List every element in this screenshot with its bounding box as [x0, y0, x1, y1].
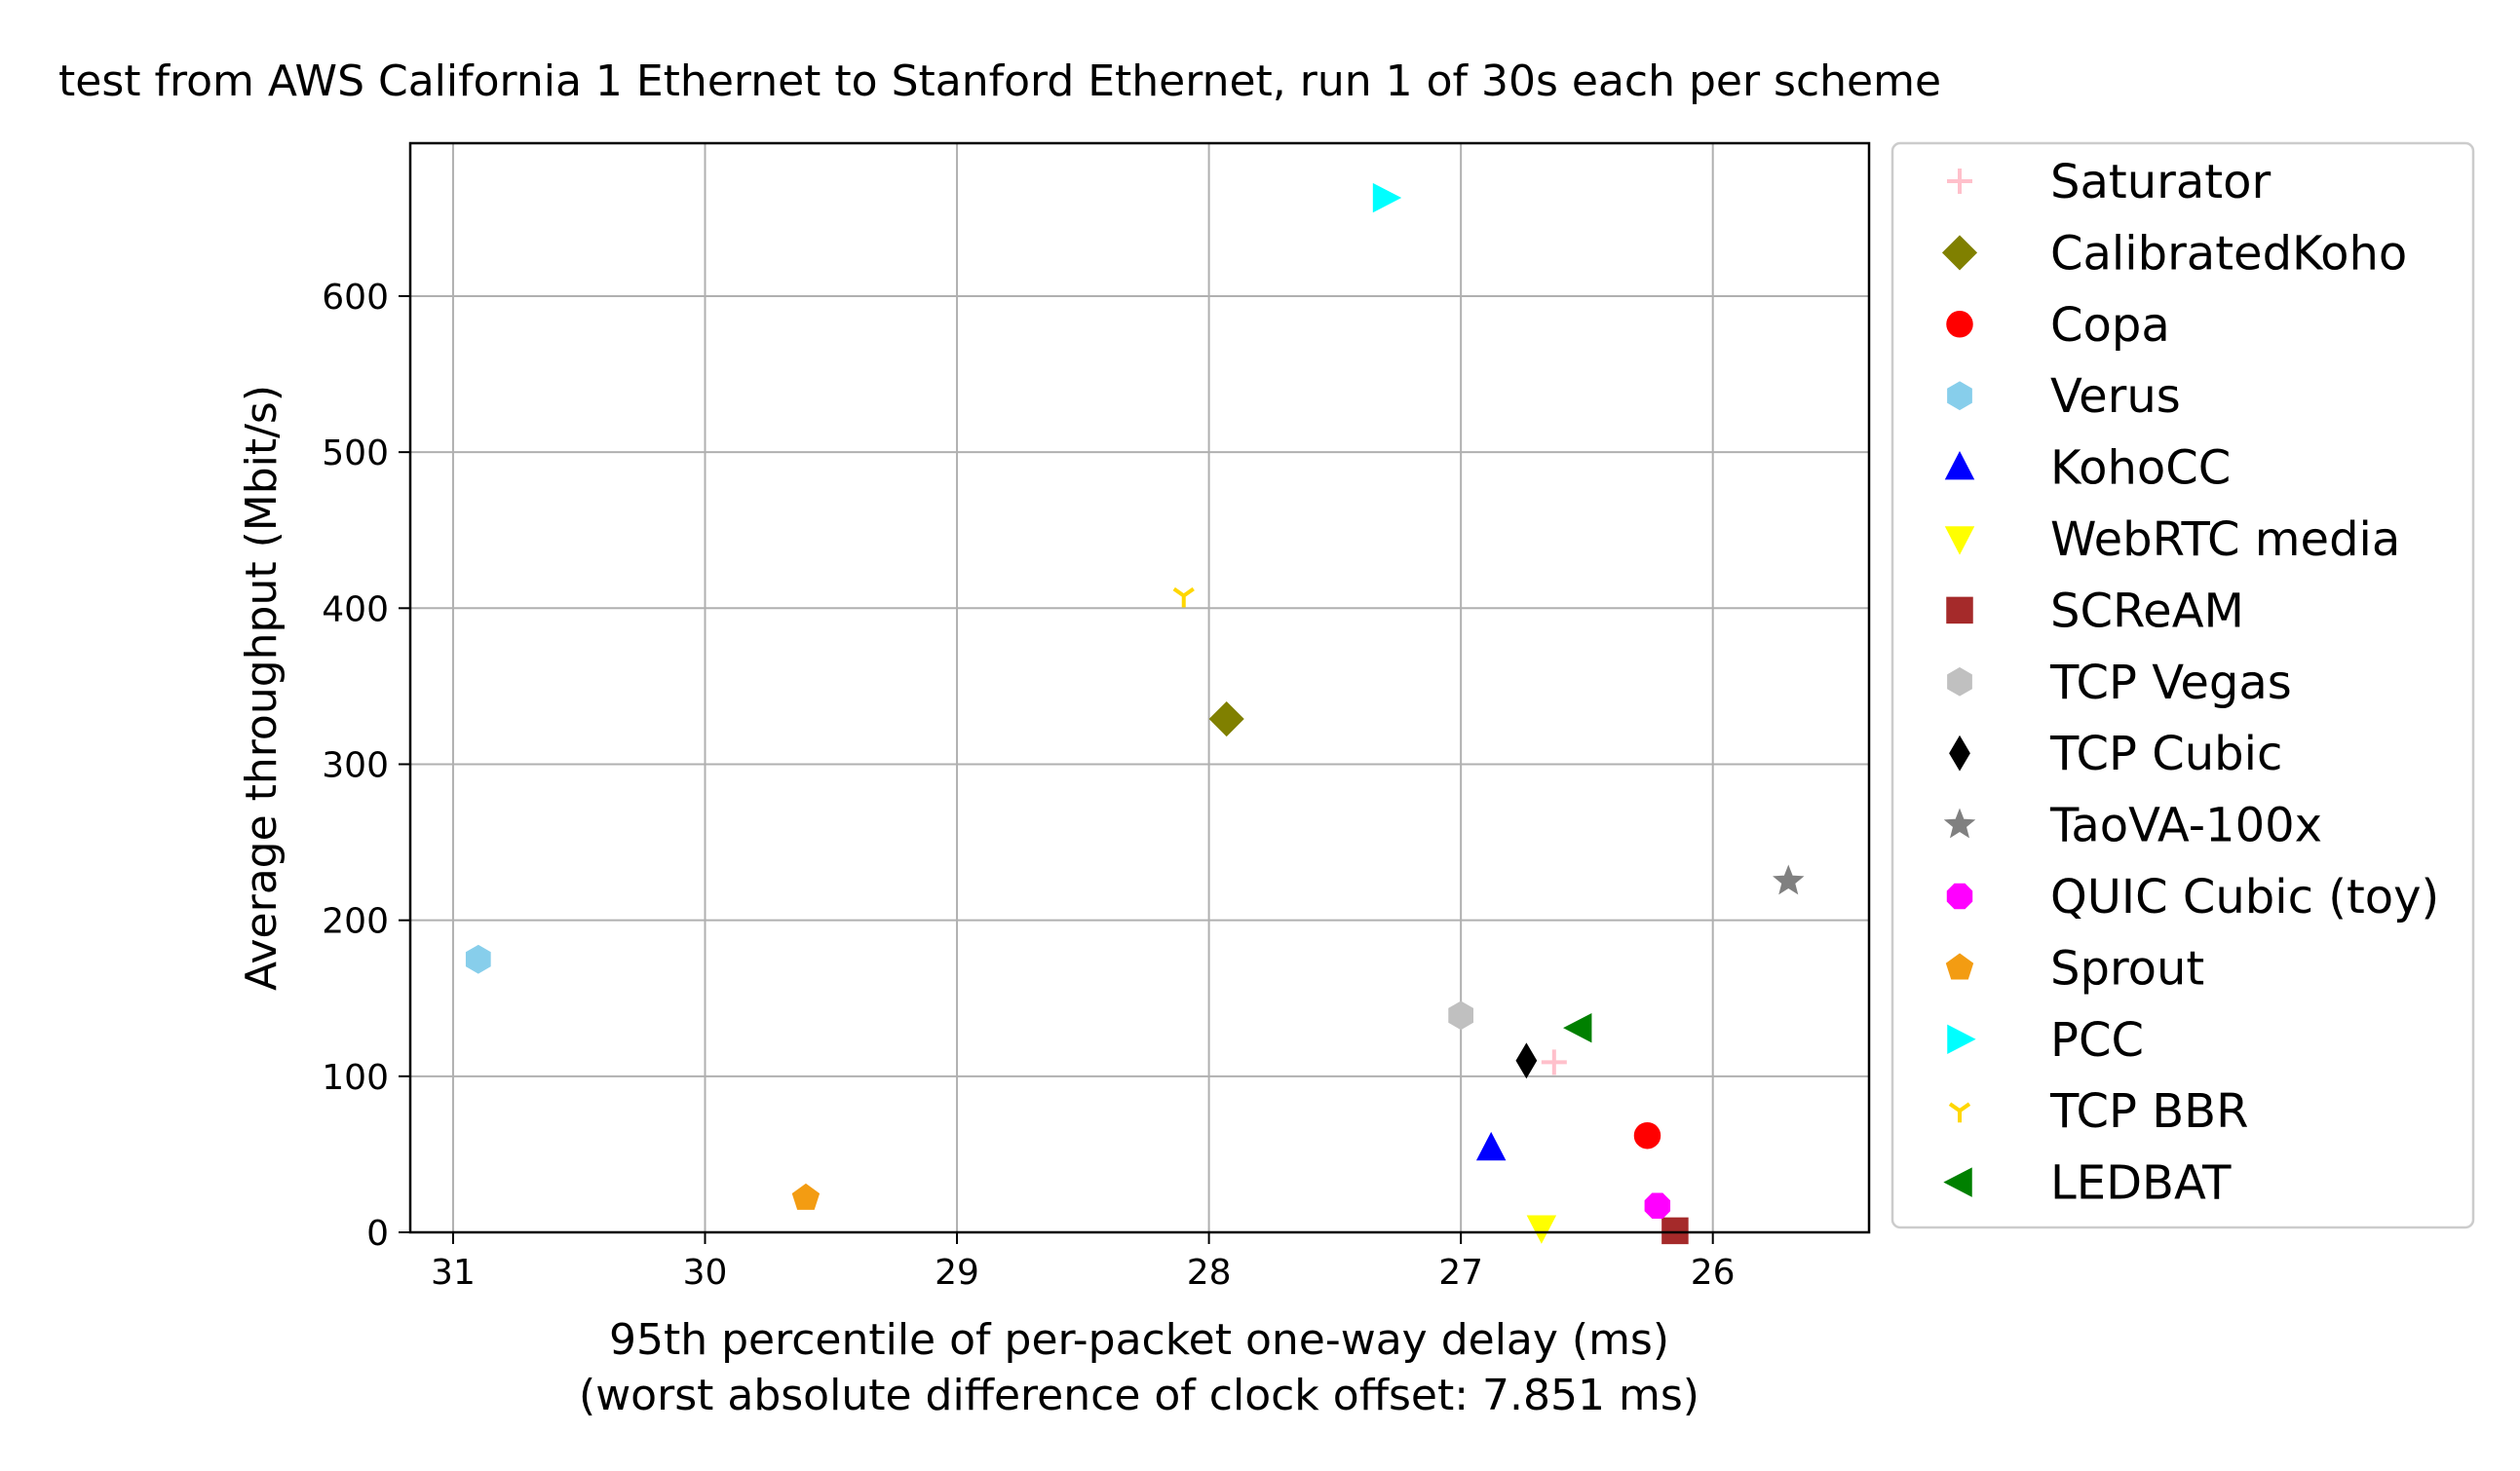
y-tick-label: 100 [322, 1058, 389, 1098]
legend-marker-calibratedkoho [1941, 235, 1978, 271]
x-tick-label: 27 [1438, 1253, 1483, 1293]
point-calibratedkoho [1208, 700, 1244, 737]
point-saturator [1541, 1049, 1567, 1075]
point-pcc [1372, 182, 1402, 213]
legend-label-calibratedkoho: CalibratedKoho [2050, 226, 2407, 281]
data-points [465, 182, 1805, 1245]
legend-label-copa: Copa [2050, 298, 2170, 353]
legend-marker-kohocc [1944, 450, 1975, 480]
legend-label-webrtc-media: WebRTC media [2050, 512, 2400, 567]
point-taova-100x [1773, 864, 1805, 895]
legend-marker-saturator [1947, 169, 1972, 194]
legend-label-scream: SCReAM [2050, 584, 2244, 638]
point-tcp-vegas [1448, 1000, 1474, 1031]
y-tick-label: 600 [322, 278, 389, 318]
y-tick-label: 0 [366, 1214, 389, 1254]
legend-label-verus: Verus [2050, 369, 2181, 424]
point-tcp-bbr [1172, 586, 1195, 608]
point-scream [1661, 1217, 1689, 1245]
x-tick-label: 30 [683, 1253, 728, 1293]
x-tick-label: 29 [935, 1253, 979, 1293]
point-copa [1633, 1121, 1661, 1150]
legend-marker-taova-100x [1943, 808, 1976, 839]
legend-marker-sprout [1945, 953, 1974, 980]
y-tick-label: 300 [322, 745, 389, 785]
y-tick-label: 500 [322, 434, 389, 473]
y-axis-ticks: 0 100 200 300 400 500 600 [322, 278, 410, 1254]
y-tick-label: 200 [322, 902, 389, 942]
point-quic-cubic-toy [1644, 1192, 1671, 1219]
y-axis-label: Average throughput (Mbit/s) [237, 385, 286, 991]
y-tick-label: 400 [322, 589, 389, 629]
x-axis-sublabel: (worst absolute difference of clock offs… [579, 1371, 1699, 1420]
legend-label-pcc: PCC [2050, 1013, 2144, 1068]
legend-label-kohocc: KohoCC [2050, 441, 2231, 496]
legend-label-sprout: Sprout [2050, 941, 2204, 996]
legend-label-tcp-bbr: TCP BBR [2049, 1084, 2248, 1139]
legend-label-quic-cubic-toy: QUIC Cubic (toy) [2050, 870, 2439, 924]
plot-frame [408, 141, 1871, 1234]
legend-marker-verus [1947, 381, 1972, 411]
legend-marker-quic-cubic-toy [1946, 883, 1973, 910]
legend-marker-scream [1946, 596, 1973, 624]
legend-marker-pcc [1947, 1024, 1976, 1055]
legend-frame [1890, 141, 2475, 1229]
x-tick-label: 28 [1187, 1253, 1232, 1293]
legend-marker-copa [1946, 311, 1973, 338]
x-axis-ticks: 31 30 29 28 27 26 [431, 1232, 1736, 1293]
grid-lines [410, 143, 1869, 1233]
x-tick-label: 31 [431, 1253, 476, 1293]
point-tcp-cubic [1515, 1042, 1538, 1079]
legend-label-ledbat: LEDBAT [2050, 1156, 2232, 1211]
point-kohocc [1475, 1131, 1507, 1161]
chart-title: test from AWS California 1 Ethernet to S… [58, 57, 1941, 106]
legend: Saturator CalibratedKoho Copa Verus KohoCC We… [1890, 141, 2475, 1229]
point-ledbat [1563, 1012, 1592, 1043]
legend-marker-tcp-vegas [1947, 666, 1972, 697]
point-webrtc-media [1526, 1215, 1557, 1244]
legend-label-taova-100x: TaoVA-100x [2049, 799, 2322, 853]
x-axis-label: 95th percentile of per-packet one-way de… [609, 1315, 1669, 1365]
legend-marker-tcp-cubic [1949, 735, 1970, 772]
x-tick-label: 26 [1691, 1253, 1736, 1293]
legend-marker-webrtc-media [1944, 526, 1975, 555]
point-verus [465, 944, 491, 974]
legend-marker-tcp-bbr [1948, 1102, 1971, 1123]
legend-marker-ledbat [1943, 1167, 1972, 1197]
legend-label-tcp-cubic: TCP Cubic [2049, 727, 2282, 781]
point-sprout [791, 1183, 821, 1210]
legend-label-saturator: Saturator [2050, 155, 2271, 209]
legend-label-tcp-vegas: TCP Vegas [2049, 656, 2292, 710]
